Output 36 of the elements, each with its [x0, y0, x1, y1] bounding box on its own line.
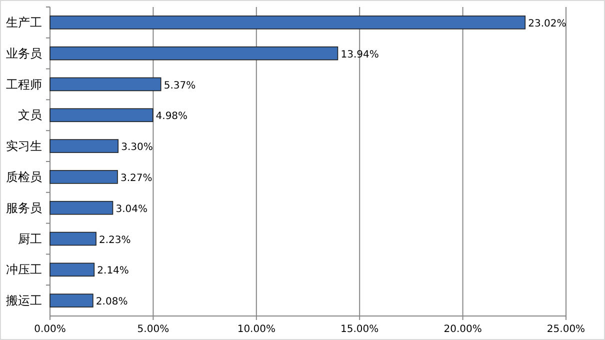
x-tick-label: 25.00%	[546, 324, 586, 335]
bar	[50, 77, 162, 92]
y-tick-label: 工程师	[6, 77, 42, 92]
x-tick-label: 5.00%	[137, 324, 170, 335]
y-tick-label: 服务员	[6, 200, 42, 215]
data-label: 23.02%	[528, 18, 566, 30]
bar	[50, 200, 114, 215]
data-label: 13.94%	[340, 49, 379, 60]
data-label: 2.08%	[96, 296, 128, 308]
data-label: 2.23%	[99, 234, 131, 246]
data-label: 3.04%	[116, 204, 148, 215]
bar	[50, 139, 119, 153]
bar	[50, 16, 526, 30]
y-tick-label: 质检员	[6, 170, 42, 184]
y-tick-label: 生产工	[6, 15, 42, 30]
bar	[50, 170, 118, 184]
bar	[50, 262, 95, 277]
data-label: 5.37%	[164, 80, 196, 92]
data-label: 3.30%	[121, 142, 153, 154]
data-label: 4.98%	[156, 111, 188, 122]
bar	[50, 46, 338, 60]
y-tick-label: 冲压工	[6, 262, 42, 277]
data-label: 3.27%	[120, 172, 152, 184]
x-tick-label: 0.00%	[34, 324, 66, 335]
bar	[50, 232, 96, 246]
x-tick-label: 15.00%	[340, 324, 379, 335]
x-tick-label: 20.00%	[444, 324, 482, 335]
y-tick-label: 厨工	[18, 232, 42, 246]
y-tick-label: 实习生	[6, 139, 42, 154]
y-tick-label: 业务员	[6, 46, 42, 60]
bar	[50, 294, 94, 308]
y-tick-label: 文员	[18, 108, 42, 122]
x-tick-label: 10.00%	[237, 324, 276, 335]
data-label: 2.14%	[97, 266, 129, 277]
bar	[50, 108, 154, 122]
y-tick-label: 搬运工	[6, 294, 42, 308]
